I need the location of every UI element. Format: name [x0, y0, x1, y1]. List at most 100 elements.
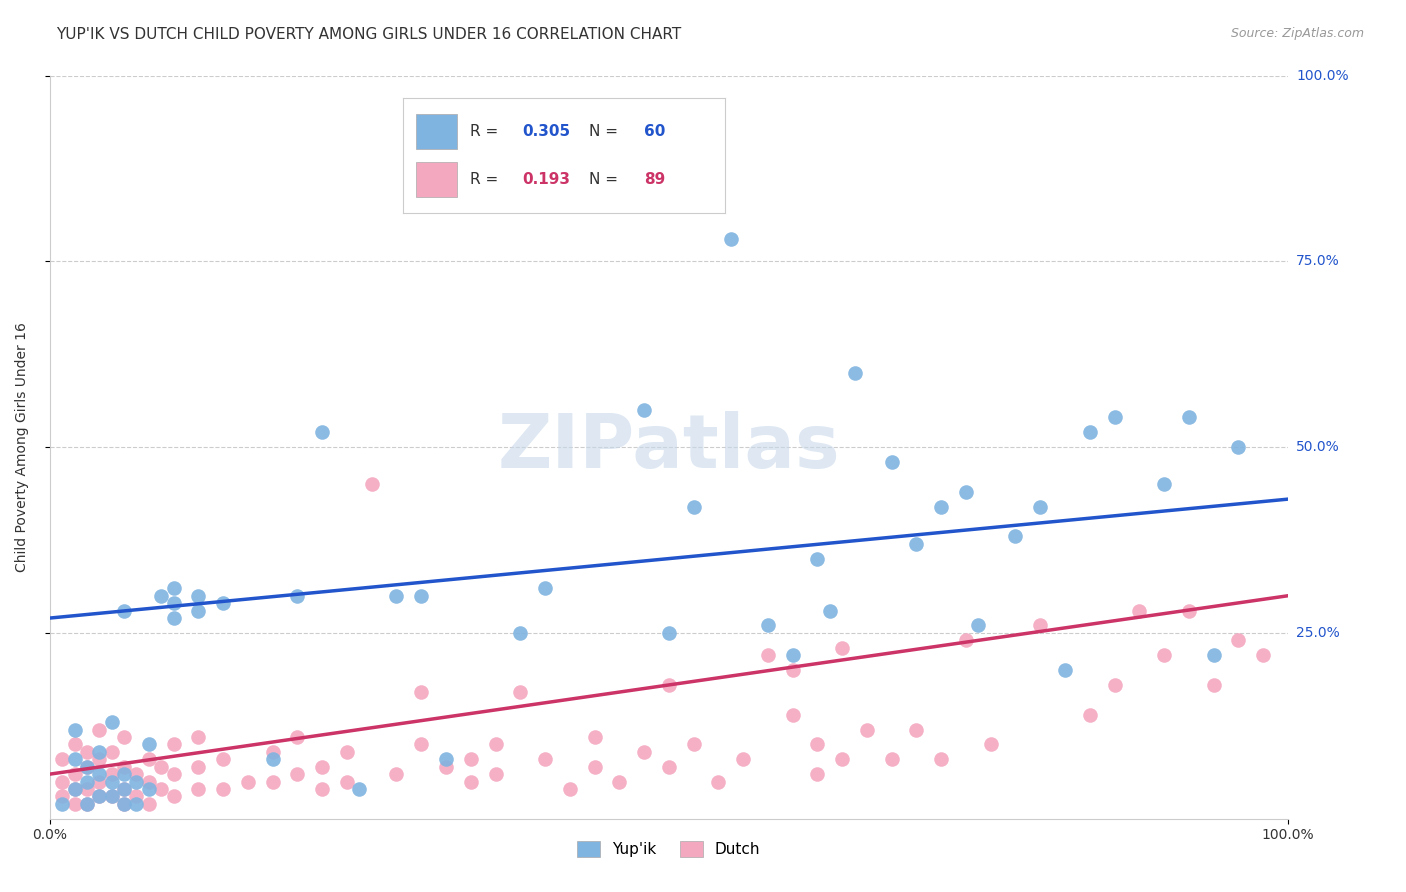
Point: [150, 760, 173, 774]
Point: [125, 789, 148, 804]
Point: [89, 767, 111, 781]
Y-axis label: Child Poverty Among Girls Under 16: Child Poverty Among Girls Under 16: [15, 322, 30, 572]
Point: [287, 589, 309, 603]
Point: [411, 738, 433, 752]
Point: [112, 797, 135, 811]
Point: [460, 752, 482, 766]
Point: [112, 604, 135, 618]
Point: [125, 767, 148, 781]
Point: [100, 774, 122, 789]
Point: [100, 745, 122, 759]
Point: [138, 774, 160, 789]
Point: [818, 604, 841, 618]
Point: [336, 774, 359, 789]
Point: [733, 752, 755, 766]
Point: [138, 738, 160, 752]
Point: [100, 715, 122, 730]
Point: [162, 582, 184, 596]
Point: [411, 589, 433, 603]
Point: [806, 738, 828, 752]
Point: [385, 589, 408, 603]
Point: [756, 618, 779, 632]
Point: [1104, 410, 1126, 425]
Point: [89, 745, 111, 759]
Point: [63, 782, 86, 797]
Text: 100.0%: 100.0%: [1296, 69, 1348, 83]
Point: [460, 774, 482, 789]
Point: [125, 797, 148, 811]
Point: [150, 589, 173, 603]
Point: [76, 797, 98, 811]
Point: [929, 500, 952, 514]
Point: [76, 760, 98, 774]
Point: [905, 537, 928, 551]
Point: [1128, 604, 1150, 618]
Point: [658, 760, 681, 774]
Point: [980, 738, 1002, 752]
Point: [1202, 648, 1225, 663]
Point: [534, 582, 557, 596]
Point: [262, 774, 284, 789]
Point: [967, 618, 990, 632]
Point: [955, 484, 977, 499]
Point: [311, 760, 333, 774]
Point: [583, 760, 606, 774]
Point: [831, 640, 853, 655]
Point: [89, 774, 111, 789]
Point: [880, 455, 903, 469]
Text: 75.0%: 75.0%: [1296, 254, 1340, 268]
Point: [51, 797, 73, 811]
Point: [212, 752, 235, 766]
Point: [63, 767, 86, 781]
Point: [534, 752, 557, 766]
Point: [509, 626, 531, 640]
Point: [162, 738, 184, 752]
Point: [100, 789, 122, 804]
Point: [89, 723, 111, 737]
Point: [1029, 618, 1052, 632]
Point: [955, 633, 977, 648]
Point: [484, 738, 506, 752]
Point: [411, 685, 433, 699]
Point: [1053, 663, 1076, 677]
Point: [633, 745, 655, 759]
Legend: Yup'ik, Dutch: Yup'ik, Dutch: [571, 835, 766, 863]
Point: [287, 730, 309, 744]
Point: [782, 648, 804, 663]
Point: [385, 767, 408, 781]
Point: [138, 782, 160, 797]
Point: [1153, 477, 1175, 491]
Point: [63, 752, 86, 766]
Point: [1078, 707, 1101, 722]
Point: [682, 738, 704, 752]
Point: [187, 782, 209, 797]
Point: [311, 782, 333, 797]
Point: [63, 797, 86, 811]
Point: [51, 752, 73, 766]
Point: [76, 774, 98, 789]
Point: [212, 782, 235, 797]
Point: [1153, 648, 1175, 663]
Point: [720, 232, 742, 246]
Point: [1004, 529, 1026, 543]
Point: [806, 551, 828, 566]
Point: [63, 738, 86, 752]
Point: [89, 789, 111, 804]
Point: [658, 626, 681, 640]
Text: Source: ZipAtlas.com: Source: ZipAtlas.com: [1230, 27, 1364, 40]
Point: [76, 782, 98, 797]
Point: [63, 723, 86, 737]
Point: [1178, 604, 1201, 618]
Point: [287, 767, 309, 781]
Point: [89, 789, 111, 804]
Point: [138, 797, 160, 811]
Text: YUP'IK VS DUTCH CHILD POVERTY AMONG GIRLS UNDER 16 CORRELATION CHART: YUP'IK VS DUTCH CHILD POVERTY AMONG GIRL…: [56, 27, 682, 42]
Point: [262, 752, 284, 766]
Point: [112, 730, 135, 744]
Text: 50.0%: 50.0%: [1296, 440, 1340, 454]
Point: [484, 767, 506, 781]
Point: [100, 789, 122, 804]
Point: [162, 789, 184, 804]
Point: [100, 767, 122, 781]
Point: [112, 767, 135, 781]
